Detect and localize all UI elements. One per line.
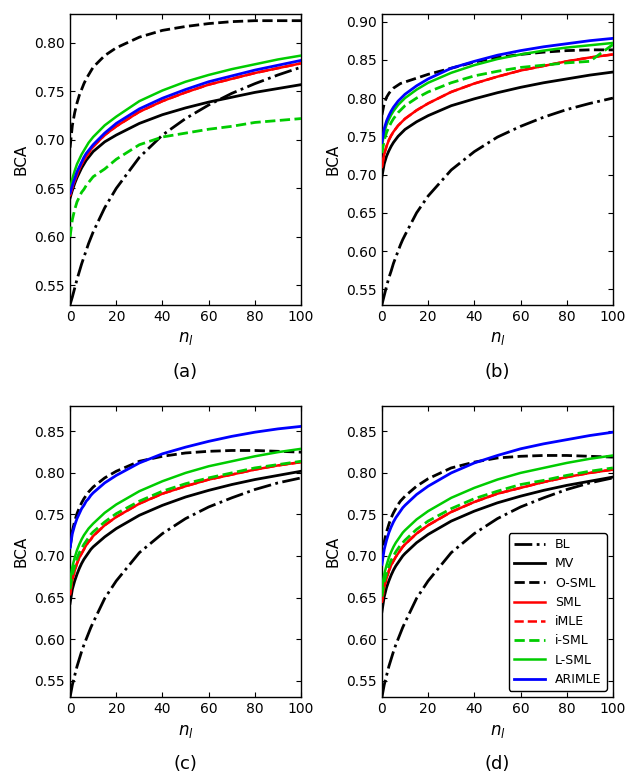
Text: (c): (c) [173,756,198,773]
X-axis label: $n_l$: $n_l$ [178,721,193,739]
Y-axis label: BCA: BCA [14,536,29,568]
X-axis label: $n_l$: $n_l$ [490,721,505,739]
X-axis label: $n_l$: $n_l$ [490,329,505,347]
Y-axis label: BCA: BCA [326,536,340,568]
X-axis label: $n_l$: $n_l$ [178,329,193,347]
Legend: BL, MV, O-SML, SML, iMLE, i-SML, L-SML, ARIMLE: BL, MV, O-SML, SML, iMLE, i-SML, L-SML, … [509,533,607,691]
Text: (a): (a) [173,363,198,381]
Text: (d): (d) [484,756,510,773]
Y-axis label: BCA: BCA [326,143,340,175]
Text: (b): (b) [484,363,510,381]
Y-axis label: BCA: BCA [14,143,29,175]
